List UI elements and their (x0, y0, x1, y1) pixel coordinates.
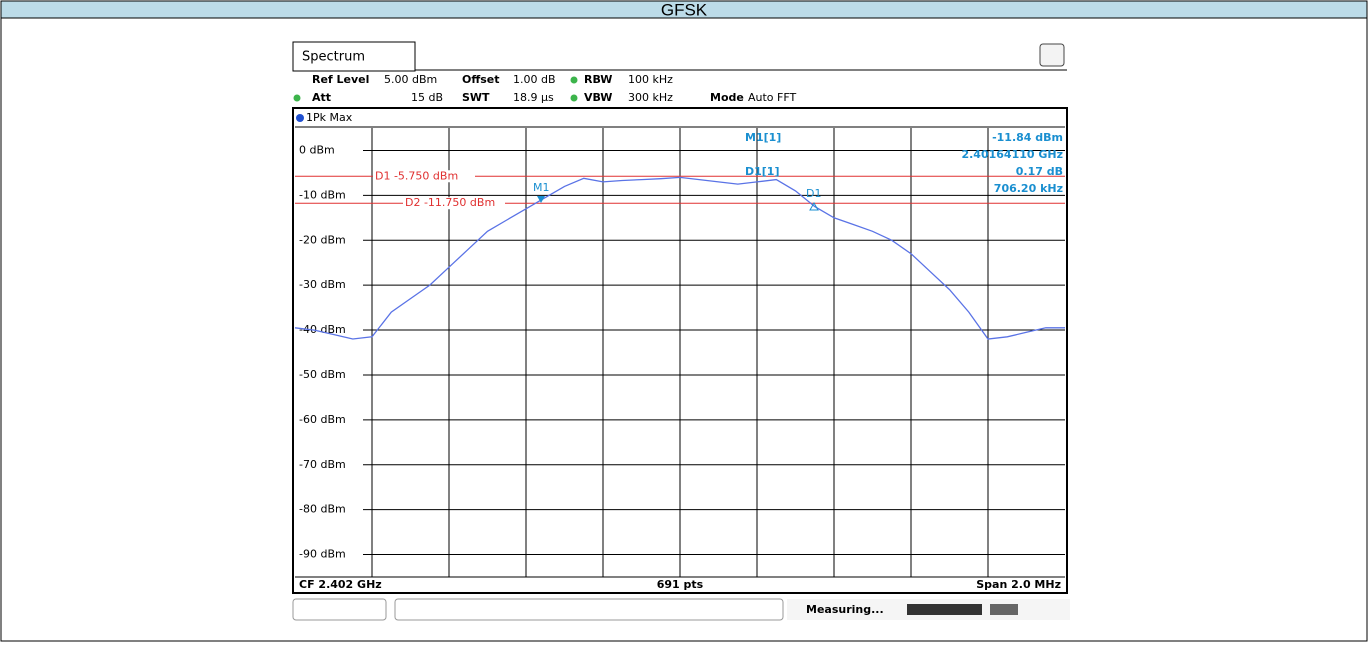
plot: 0 dBm -10 dBm -20 dBm -30 dBm -40 dBm -50 dBm… (294, 128, 1065, 577)
setting: 18.9 µs (513, 91, 554, 104)
marker-m1 (537, 196, 545, 203)
status: Measuring... (806, 603, 884, 616)
marker-label: M1 (533, 181, 550, 194)
y-tick-label: -60 dBm (299, 413, 346, 426)
y-tick-label: -30 dBm (299, 278, 346, 291)
status-field[interactable] (292, 598, 387, 621)
footer: 691 pts (657, 578, 704, 591)
y-tick-label: -40 dBm (299, 323, 346, 336)
y-tick-label: -10 dBm (299, 188, 346, 201)
y-tick-label: -90 dBm (299, 548, 346, 561)
marker-d1 (809, 201, 819, 211)
y-tick-label: -20 dBm (299, 233, 346, 246)
y-tick-label: 0 dBm (299, 143, 335, 156)
label-bg (403, 197, 505, 210)
setting: VBW (584, 91, 612, 104)
progress (907, 604, 982, 615)
setting: SWT (462, 91, 490, 104)
menu-icon[interactable] (1039, 43, 1065, 67)
y-tick-label: -70 dBm (299, 458, 346, 471)
marker-label: D1 (806, 187, 821, 200)
setting: Auto FFT (748, 91, 796, 104)
footer: Span 2.0 MHz (976, 578, 1061, 591)
status-field[interactable] (394, 598, 784, 621)
setting: 15 dB (411, 91, 443, 104)
readout: 706.20 kHz (994, 182, 1063, 195)
tab-label: Spectrum (302, 50, 365, 65)
display-line-label: D1 -5.750 dBm (375, 169, 458, 182)
indicator (570, 76, 578, 84)
trace (294, 176, 1065, 340)
footer: CF 2.402 GHz (299, 578, 382, 591)
setting: 1.00 dB (513, 73, 556, 86)
readout: 0.17 dB (1016, 165, 1063, 178)
display-line-label: D2 -11.750 dBm (405, 196, 495, 209)
setting: 5.00 dBm (384, 73, 437, 86)
trace-label: 1Pk Max (306, 111, 353, 124)
setting: 300 kHz (628, 91, 673, 104)
logo (990, 604, 1018, 615)
header-title: GFSK (661, 0, 708, 19)
setting: 100 kHz (628, 73, 673, 86)
setting: Ref Level (312, 73, 369, 86)
setting: Offset (462, 73, 500, 86)
readout: M1[1] (745, 131, 781, 144)
readout: -11.84 dBm (992, 131, 1063, 144)
label-bg (373, 170, 475, 183)
setting: RBW (584, 73, 612, 86)
y-tick-label: -50 dBm (299, 368, 346, 381)
y-tick-label: -80 dBm (299, 503, 346, 516)
header-bar (0, 0, 1368, 19)
setting: Mode (710, 91, 744, 104)
readout: 2.40164110 GHz (961, 148, 1063, 161)
indicator (293, 94, 301, 102)
readout: D1[1] (745, 165, 780, 178)
trace-dot (296, 114, 304, 122)
tab[interactable] (292, 41, 416, 72)
indicator (570, 94, 578, 102)
setting: Att (312, 91, 331, 104)
